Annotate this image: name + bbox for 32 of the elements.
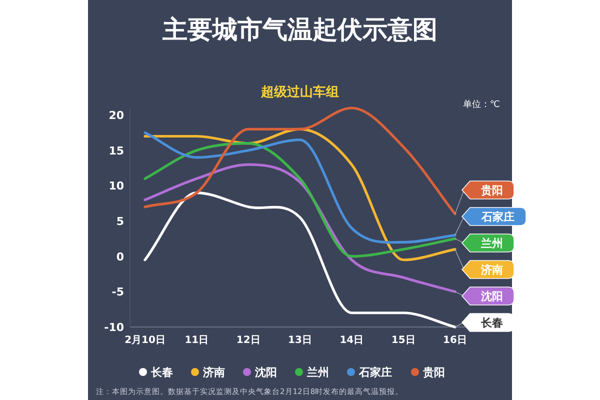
legend-label: 长春 [150,366,173,379]
x-tick-label: 16日 [443,335,467,346]
legend-label: 济南 [202,366,225,379]
chart-title: 主要城市气温起伏示意图 [162,15,438,44]
y-tick-label: -10 [104,321,124,334]
y-tick-label: 15 [108,144,124,158]
legend-label: 沈阳 [254,366,277,379]
x-tick-label: 13日 [288,335,312,346]
y-tick-label: 0 [116,250,124,264]
legend-label: 贵阳 [422,366,445,379]
y-axis-title: 单位：℃ [462,99,500,110]
line-series [144,106,456,216]
legend-label: 兰州 [306,366,329,379]
x-tick-label: 14日 [340,335,364,346]
x-tick-label: 12日 [236,335,260,346]
y-tick-label: 10 [108,180,124,193]
text: 石家庄 [482,210,514,224]
x-tick-label: 2月10日 [124,335,166,346]
text: 长春 [481,316,503,330]
x-tick-label: 15日 [391,335,416,346]
y-tick-label: 5 [116,215,124,228]
text: 沈阳 [481,290,503,303]
text: 济南 [481,264,503,276]
legend-label: 石家庄 [358,366,392,379]
line-series [144,191,456,328]
x-tick-label: 11日 [184,335,209,346]
text: 贵阳 [481,184,503,197]
y-tick-label: -5 [112,286,124,299]
text: 兰州 [481,237,503,250]
y-tick-label: 20 [108,109,124,122]
line-series [144,131,456,244]
chart-subtitle: 超级过山车组 [260,84,339,100]
